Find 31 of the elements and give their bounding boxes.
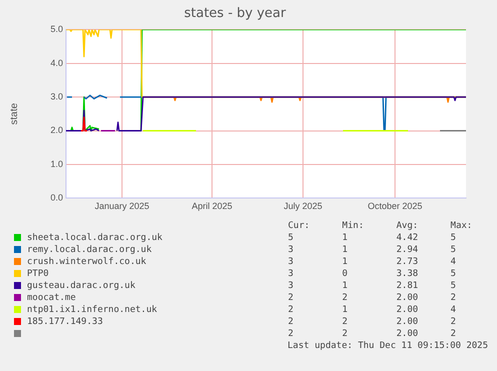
y-tick-label: 2.0: [50, 125, 63, 136]
chart-title: states - by year: [184, 6, 287, 22]
legend-label: PTP0: [27, 268, 50, 280]
legend-label: crush.winterwolf.co.uk: [27, 256, 148, 268]
text: 3 0 3.38 5: [288, 268, 457, 280]
text: 3 1 2.94 5: [288, 244, 457, 256]
text: 2 2 2.00 2: [288, 316, 457, 328]
legend-label: moocat.me: [27, 292, 77, 304]
text: 2 1 2.00 4: [288, 304, 457, 316]
text: 2 2 2.00 2: [288, 292, 457, 304]
y-axis-title: state: [8, 102, 20, 125]
y-tick-label: 4.0: [50, 58, 63, 68]
legend-label: 185.177.149.33: [27, 316, 104, 328]
text: 5 1 4.42 5: [288, 232, 457, 244]
legend-label: gusteau.darac.org.uk: [27, 280, 136, 292]
y-tick-label: 3.0: [50, 92, 63, 102]
y-tick-label: 1.0: [50, 158, 63, 169]
x-tick-label: April 2025: [192, 201, 232, 212]
legend-label: ntp01.ix1.inferno.net.uk: [27, 304, 158, 316]
text: 3 1 2.81 5: [288, 280, 457, 292]
text: 2 2 2.00 2: [288, 328, 457, 340]
x-tick-label: July 2025: [284, 201, 322, 212]
y-tick-label: 5.0: [50, 24, 63, 34]
text: Last update: Thu Dec 11 09:15:00 2025: [286, 340, 488, 352]
y-tick-label: 0.0: [50, 192, 63, 203]
text: Cur: Min: Avg: Max:: [288, 220, 474, 232]
text: 3 1 2.73 4: [288, 256, 457, 268]
x-tick-label: October 2025: [368, 201, 422, 212]
x-tick-label: January 2025: [94, 201, 150, 212]
legend-label: sheeta.local.darac.org.uk: [27, 232, 164, 244]
legend-label: remy.local.darac.org.uk: [27, 244, 153, 256]
